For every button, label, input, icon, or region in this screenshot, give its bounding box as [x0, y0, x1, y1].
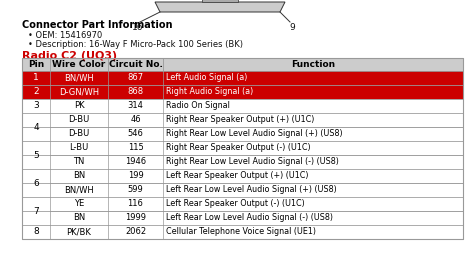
Text: 2: 2 [33, 87, 39, 96]
Text: BN: BN [73, 213, 85, 222]
Text: Wire Color: Wire Color [52, 60, 106, 69]
Polygon shape [155, 2, 285, 12]
Bar [22, 58, 463, 239]
Text: Function: Function [291, 60, 335, 69]
Text: 1999: 1999 [125, 213, 146, 222]
Bar [22, 99, 463, 113]
Bar [22, 169, 463, 183]
Text: TN: TN [73, 158, 85, 167]
Text: Circuit No.: Circuit No. [109, 60, 163, 69]
Bar [22, 127, 463, 141]
Text: 867: 867 [128, 73, 144, 82]
Text: Right Rear Speaker Output (-) (U1C): Right Rear Speaker Output (-) (U1C) [166, 144, 310, 153]
Text: 314: 314 [128, 101, 144, 110]
Bar [22, 113, 463, 127]
Text: 8: 8 [33, 227, 39, 236]
Text: Left Rear Speaker Output (-) (U1C): Left Rear Speaker Output (-) (U1C) [166, 199, 305, 209]
Text: 1: 1 [33, 73, 39, 82]
Text: Left Rear Speaker Output (+) (U1C): Left Rear Speaker Output (+) (U1C) [166, 172, 309, 181]
Text: Connector Part Information: Connector Part Information [22, 20, 173, 30]
Text: 7: 7 [33, 207, 39, 215]
Text: 199: 199 [128, 172, 143, 181]
Bar [22, 225, 463, 239]
Text: PK/BK: PK/BK [66, 227, 91, 236]
Bar [22, 155, 463, 169]
Text: Right Audio Signal (a): Right Audio Signal (a) [166, 87, 253, 96]
Bar [22, 197, 463, 211]
Text: Cellular Telephone Voice Signal (UE1): Cellular Telephone Voice Signal (UE1) [166, 227, 316, 236]
Text: 3: 3 [33, 101, 39, 110]
Text: 116: 116 [128, 199, 144, 209]
Bar [22, 211, 463, 225]
Text: • OEM: 15416970: • OEM: 15416970 [28, 31, 102, 40]
Text: BN/WH: BN/WH [64, 185, 94, 195]
Text: 4: 4 [33, 122, 39, 132]
Text: Left Rear Low Level Audio Signal (-) (US8): Left Rear Low Level Audio Signal (-) (US… [166, 213, 333, 222]
Text: L-BU: L-BU [69, 144, 89, 153]
Text: • Description: 16-Way F Micro-Pack 100 Series (BK): • Description: 16-Way F Micro-Pack 100 S… [28, 40, 243, 49]
Bar [22, 141, 463, 155]
Text: 2062: 2062 [125, 227, 146, 236]
Text: Right Rear Speaker Output (+) (U1C): Right Rear Speaker Output (+) (U1C) [166, 116, 314, 124]
Text: PK: PK [73, 101, 84, 110]
Bar [22, 183, 463, 197]
Bar [22, 71, 463, 85]
Text: YE: YE [74, 199, 84, 209]
Text: BN/WH: BN/WH [64, 73, 94, 82]
Text: 599: 599 [128, 185, 143, 195]
Text: 16: 16 [132, 23, 144, 32]
Text: Radio On Signal: Radio On Signal [166, 101, 230, 110]
Text: 5: 5 [33, 150, 39, 159]
Text: 868: 868 [128, 87, 144, 96]
Text: Left Rear Low Level Audio Signal (+) (US8): Left Rear Low Level Audio Signal (+) (US… [166, 185, 337, 195]
Bar [22, 58, 463, 71]
Text: 9: 9 [289, 23, 295, 32]
Text: Radio C2 (UQ3): Radio C2 (UQ3) [22, 51, 117, 61]
Text: 115: 115 [128, 144, 143, 153]
Text: D-BU: D-BU [68, 116, 90, 124]
Text: 546: 546 [128, 130, 144, 138]
Bar [202, 0, 238, 2]
Text: Right Rear Low Level Audio Signal (-) (US8): Right Rear Low Level Audio Signal (-) (U… [166, 158, 339, 167]
Text: D-GN/WH: D-GN/WH [59, 87, 99, 96]
Text: 6: 6 [33, 178, 39, 187]
Text: BN: BN [73, 172, 85, 181]
Bar [22, 85, 463, 99]
Text: Right Rear Low Level Audio Signal (+) (US8): Right Rear Low Level Audio Signal (+) (U… [166, 130, 343, 138]
Text: Pin: Pin [28, 60, 44, 69]
Text: Left Audio Signal (a): Left Audio Signal (a) [166, 73, 247, 82]
Text: 1946: 1946 [125, 158, 146, 167]
Text: D-BU: D-BU [68, 130, 90, 138]
Text: 46: 46 [130, 116, 141, 124]
